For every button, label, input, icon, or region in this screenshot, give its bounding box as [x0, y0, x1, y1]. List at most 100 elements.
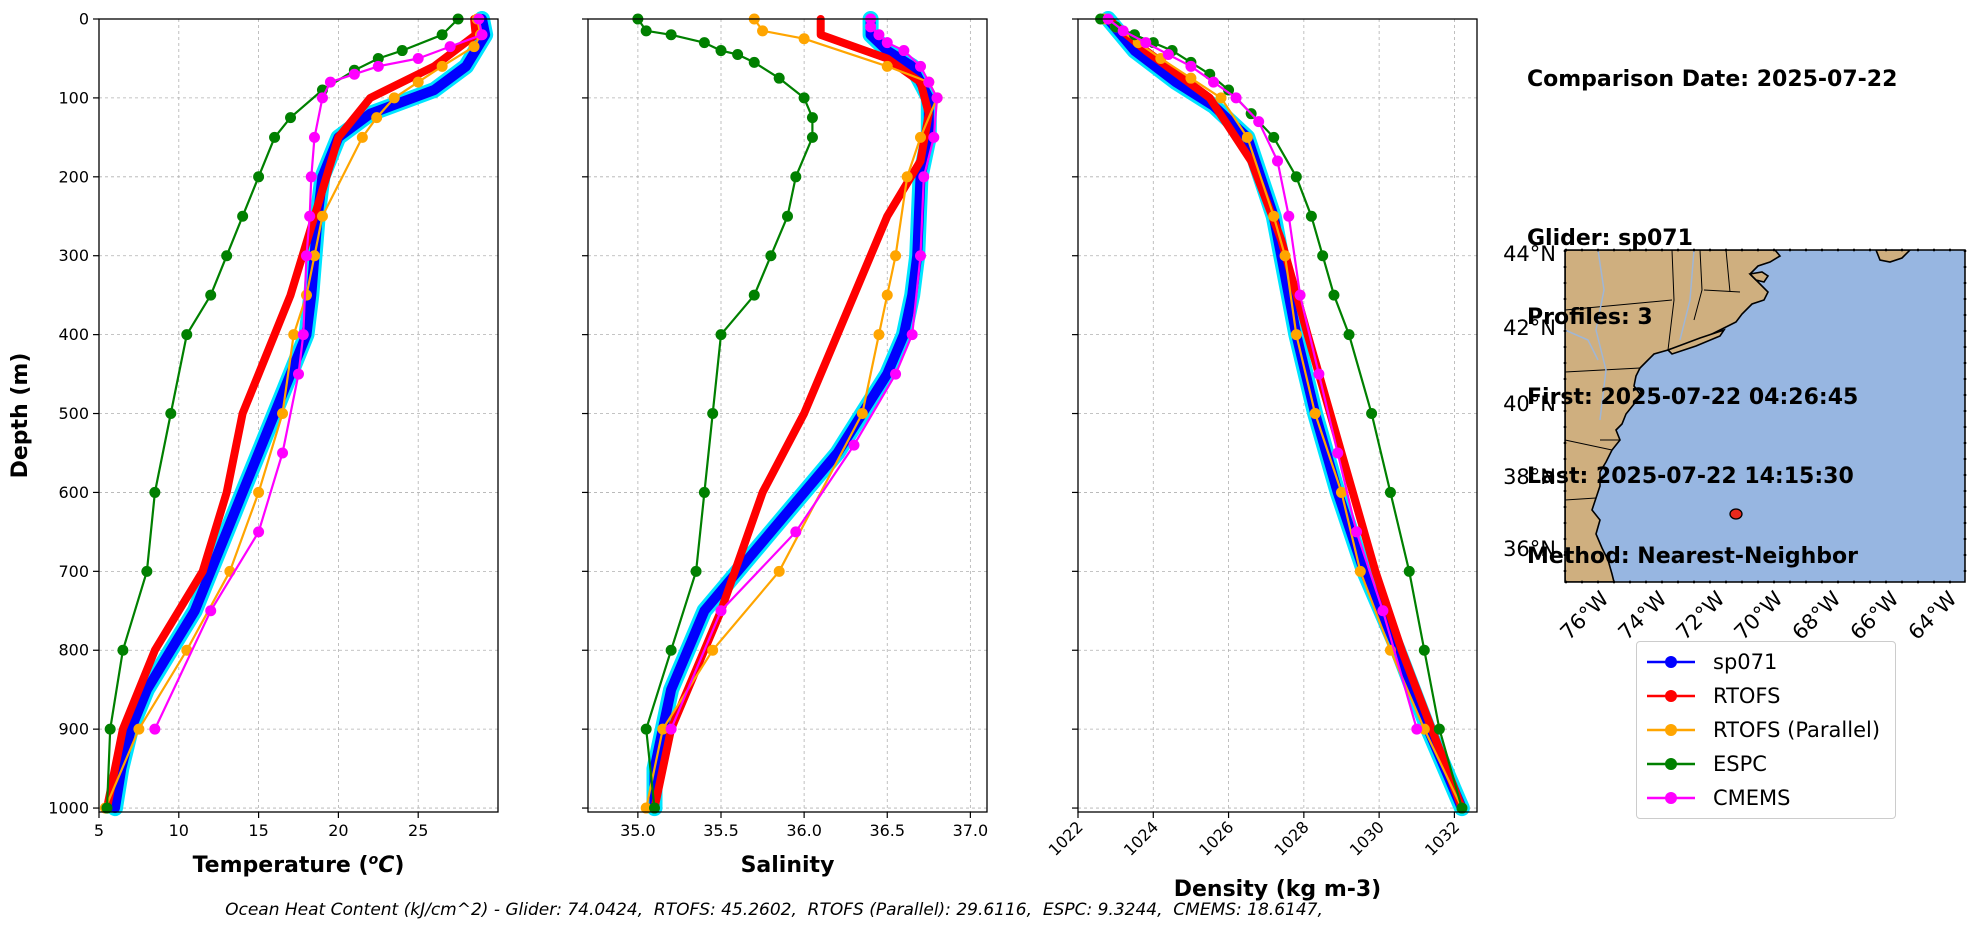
- data-point-espc: [765, 250, 777, 262]
- data-point-rtofs-parallel: [371, 112, 383, 124]
- y-tick-label: 900: [58, 720, 89, 739]
- data-point-espc: [1317, 250, 1329, 262]
- data-point-espc: [649, 802, 660, 814]
- data-point-rtofs-parallel: [1185, 72, 1197, 84]
- map-land: [1565, 250, 1782, 582]
- legend-swatch: [1647, 690, 1695, 702]
- data-point-rtofs-parallel: [1335, 486, 1347, 498]
- data-point-espc: [1366, 408, 1378, 420]
- series-line-rtofs-parallel: [104, 18, 482, 809]
- legend-item-rtofs-parallel: RTOFS (Parallel): [1637, 713, 1880, 747]
- legend-swatch: [1647, 792, 1695, 804]
- x-tick-label: 25: [408, 821, 428, 840]
- data-point-cmems: [1411, 723, 1423, 735]
- data-point-espc: [285, 112, 297, 124]
- data-point-espc: [1223, 84, 1235, 96]
- data-point-cmems: [1377, 605, 1389, 617]
- data-point-rtofs-parallel: [1215, 92, 1227, 104]
- x-tick-label: 35.5: [703, 821, 739, 840]
- data-point-rtofs-parallel: [468, 41, 480, 53]
- series-line-sp071: [110, 14, 491, 814]
- data-point-rtofs-parallel: [316, 210, 328, 222]
- legend-swatch: [1647, 656, 1695, 668]
- legend-item-espc: ESPC: [1637, 747, 1767, 781]
- data-point-rtofs-parallel: [890, 250, 902, 262]
- data-point-cmems: [1283, 210, 1295, 222]
- data-point-espc: [1268, 131, 1280, 143]
- data-point-cmems: [928, 131, 940, 143]
- y-tick-label: 300: [58, 246, 89, 265]
- map-lat-label: 36°N: [1503, 537, 1556, 561]
- data-point-cmems: [1294, 289, 1306, 301]
- data-point-espc: [640, 25, 652, 37]
- data-point-cmems: [1230, 92, 1242, 104]
- map-nova-scotia: [1875, 250, 1912, 263]
- data-point-espc: [640, 723, 652, 735]
- data-point-espc: [436, 29, 448, 41]
- data-point-espc: [1305, 210, 1317, 222]
- data-point-espc: [790, 171, 802, 183]
- data-point-cmems: [297, 329, 309, 341]
- data-point-cmems: [305, 171, 317, 183]
- data-point-cmems: [865, 21, 877, 33]
- data-point-cmems: [898, 45, 910, 57]
- data-point-rtofs-parallel: [356, 131, 368, 143]
- data-point-espc: [117, 644, 129, 656]
- data-point-espc: [237, 210, 249, 222]
- legend-swatch: [1647, 758, 1695, 770]
- data-point-cmems: [372, 60, 384, 72]
- data-point-cmems: [300, 250, 312, 262]
- data-point-espc: [748, 289, 760, 301]
- x-tick-label: 20: [328, 821, 348, 840]
- data-point-espc: [715, 45, 727, 57]
- series-line-sp071: [649, 14, 934, 814]
- data-point-espc: [732, 49, 744, 61]
- comparison-date: Comparison Date: 2025-07-22: [1527, 67, 1898, 92]
- legend-label: RTOFS: [1713, 684, 1781, 708]
- data-point-espc: [773, 72, 785, 84]
- profile-panel-0: 5 10 15 20 25 0 100 200 300 400 500 600 700 800 900 100…: [8, 10, 499, 878]
- y-tick-label: 400: [58, 325, 89, 344]
- profile-count: Profiles: 3: [1527, 305, 1653, 330]
- x-tick-label: 1022: [1045, 817, 1087, 859]
- data-point-cmems: [476, 29, 488, 41]
- data-point-espc: [1343, 329, 1355, 341]
- data-point-cmems: [444, 41, 456, 53]
- map-rivers: [1565, 250, 1695, 421]
- map-lat-label: 38°N: [1503, 465, 1556, 489]
- x-tick-label: 36.0: [786, 821, 822, 840]
- data-point-cmems: [848, 439, 860, 451]
- data-point-rtofs-parallel: [757, 25, 769, 37]
- y-tick-label: 0: [79, 10, 89, 29]
- data-point-cmems: [316, 92, 328, 104]
- y-tick-label: 500: [58, 404, 89, 423]
- series-group: [1095, 11, 1470, 817]
- x-tick-label: 10: [169, 821, 189, 840]
- map-frame: [1564, 249, 1966, 583]
- data-point-cmems: [665, 723, 677, 735]
- map-cape-cod: [1748, 271, 1770, 283]
- data-point-rtofs-parallel: [1241, 131, 1253, 143]
- data-point-espc: [665, 29, 677, 41]
- data-point-cmems: [915, 250, 926, 262]
- data-point-espc: [690, 565, 702, 577]
- data-point-espc: [1433, 723, 1445, 735]
- x-tick-label: 1026: [1195, 817, 1237, 859]
- x-tick-label: 36.5: [869, 821, 905, 840]
- data-point-cmems: [308, 131, 320, 143]
- data-point-rtofs-parallel: [856, 408, 868, 420]
- data-point-cmems: [1313, 368, 1325, 380]
- legend-label: ESPC: [1713, 752, 1767, 776]
- map-borders: [1565, 250, 1741, 501]
- data-point-cmems: [304, 210, 316, 222]
- data-point-cmems: [293, 368, 304, 380]
- data-point-espc: [253, 171, 265, 183]
- data-point-cmems: [915, 60, 926, 72]
- data-point-rtofs-parallel: [1268, 210, 1280, 222]
- map-lat-label: 44°N: [1503, 242, 1556, 266]
- data-point-rtofs-parallel: [1309, 408, 1321, 420]
- data-point-espc: [698, 486, 710, 498]
- data-point-cmems: [1162, 49, 1174, 61]
- legend-label: RTOFS (Parallel): [1713, 718, 1881, 742]
- x-tick-label: 1032: [1421, 817, 1463, 859]
